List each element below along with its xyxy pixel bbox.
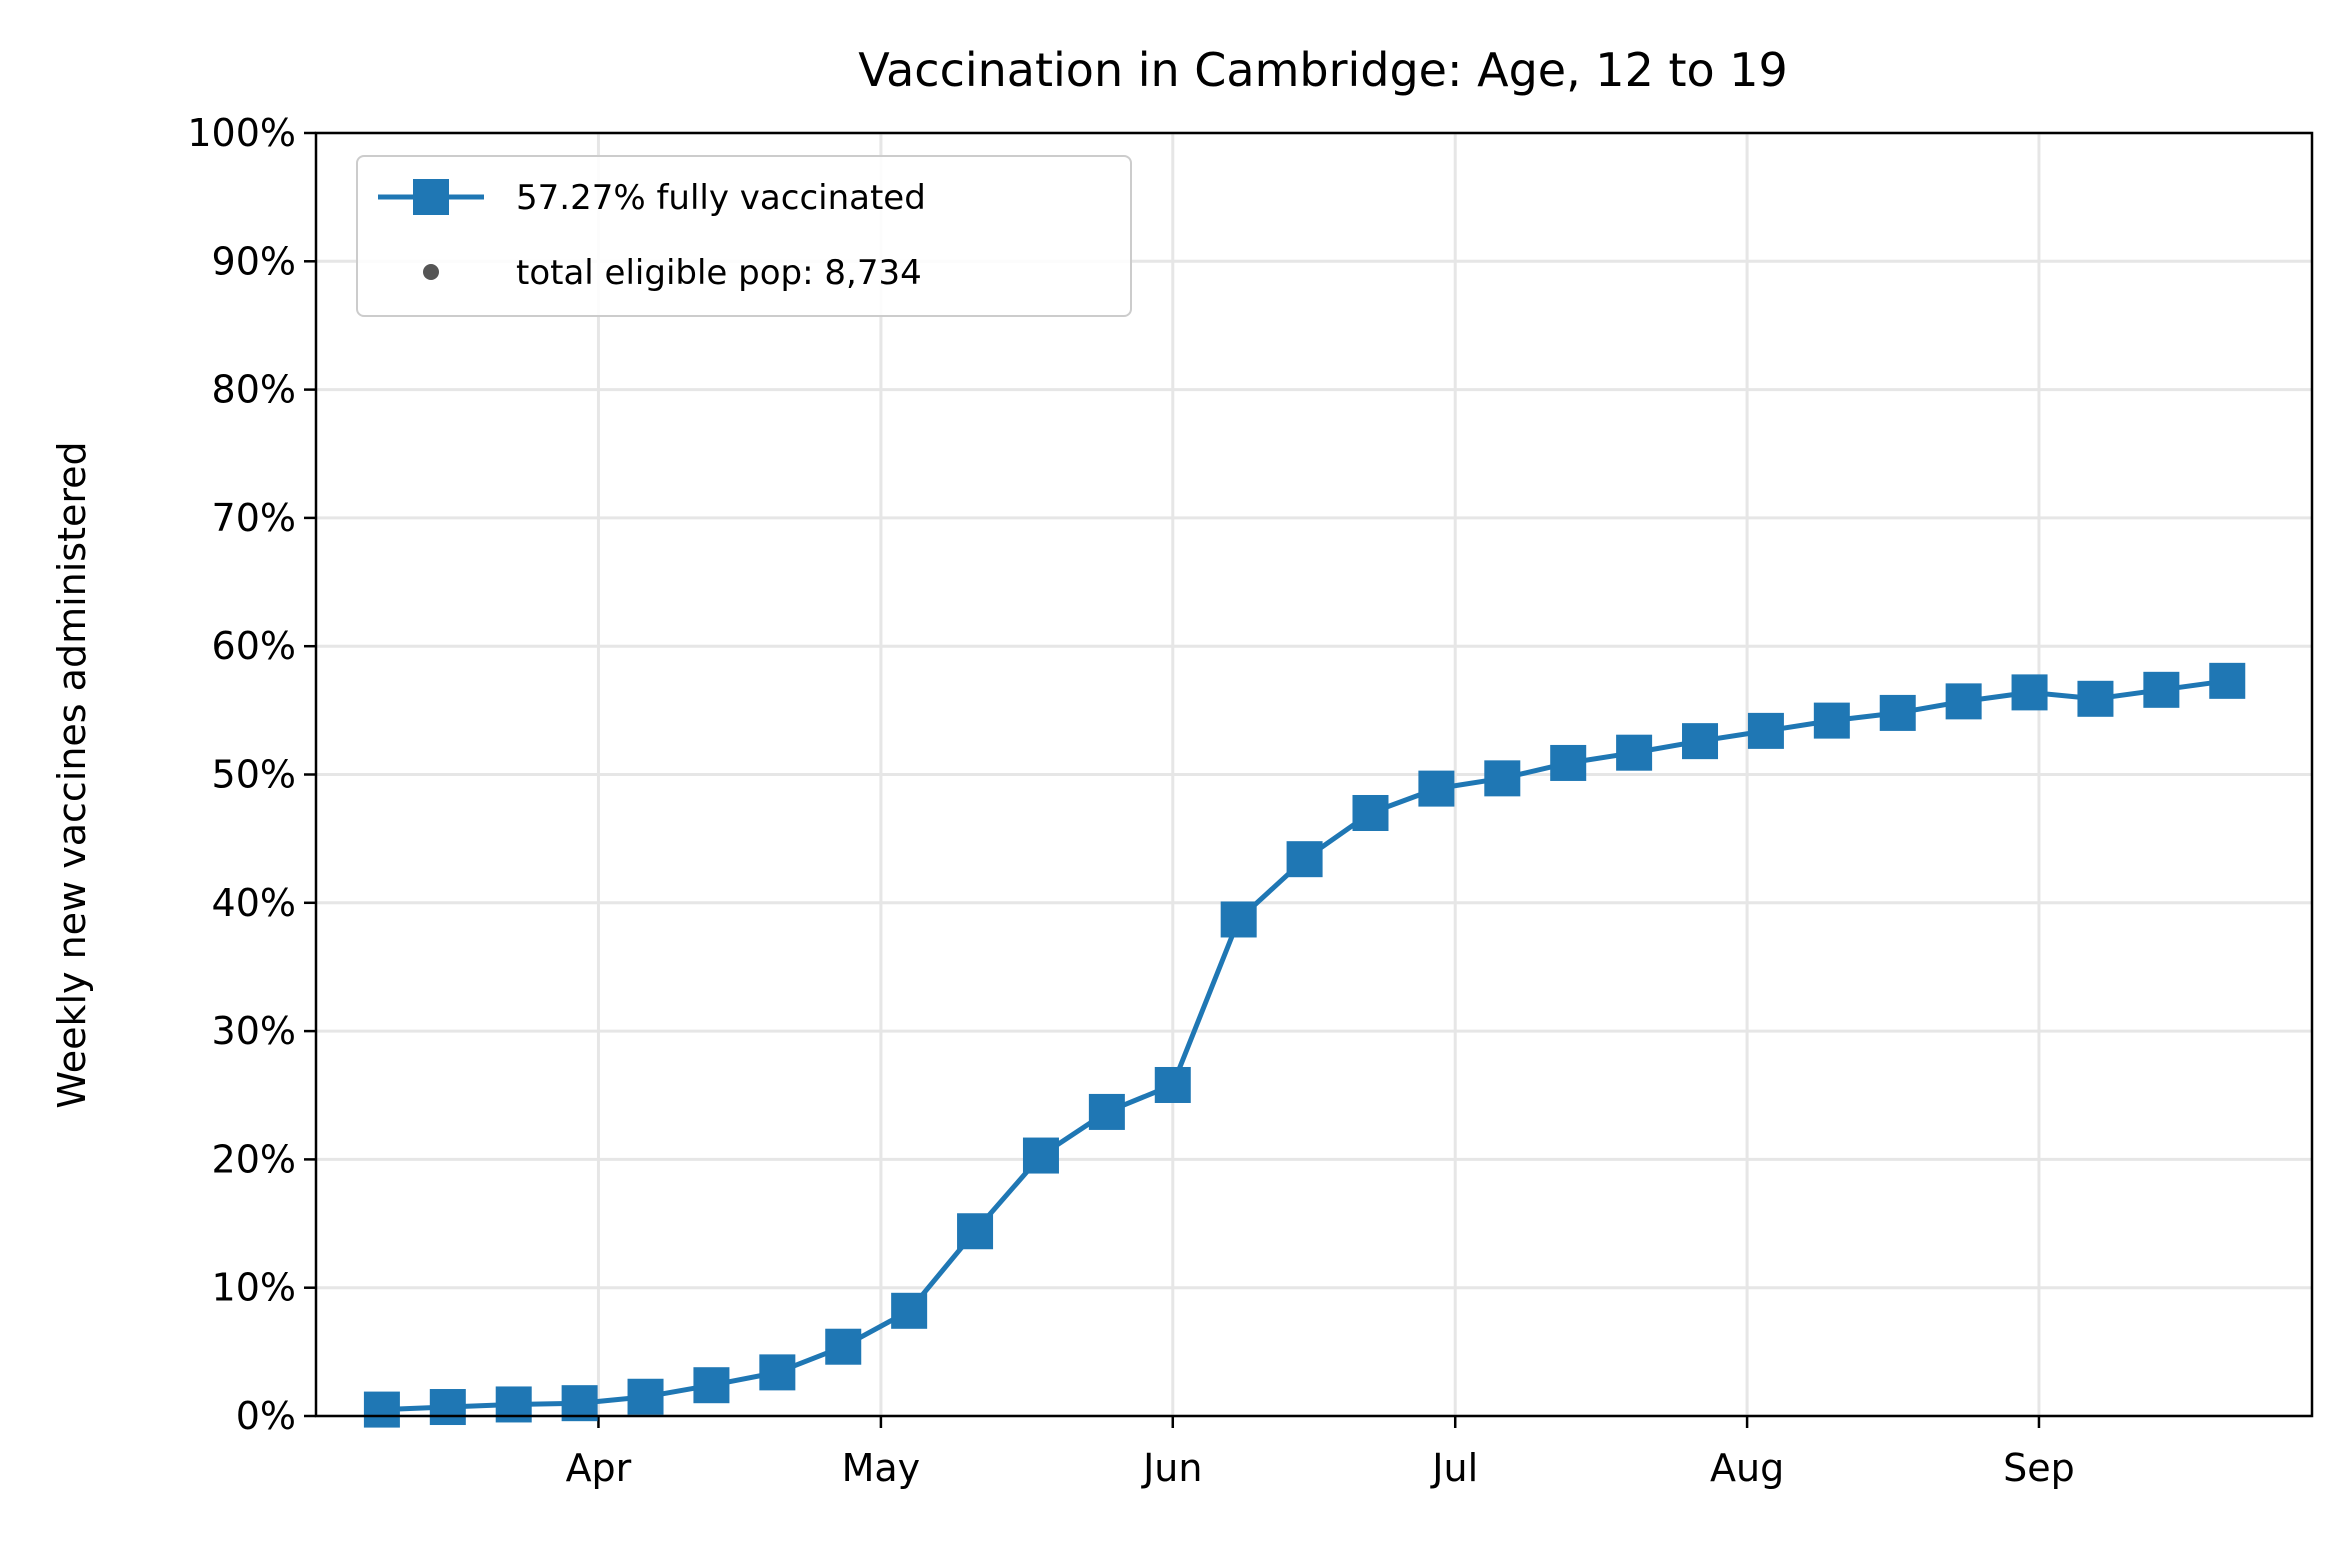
data-point bbox=[1550, 744, 1587, 781]
legend-dot-marker bbox=[423, 264, 439, 280]
data-point bbox=[1220, 901, 1257, 938]
legend-label: total eligible pop: 8,734 bbox=[516, 253, 922, 293]
y-tick-label: 90% bbox=[212, 239, 296, 283]
y-axis-ticks: 0% 10% 20% 30% 40% 50% 60% 70% 80% 90% 100% bbox=[187, 111, 316, 1438]
data-point bbox=[1747, 712, 1784, 749]
y-tick-label: 30% bbox=[212, 1009, 296, 1053]
data-point bbox=[363, 1391, 400, 1428]
data-point bbox=[627, 1378, 664, 1415]
y-axis-label: Weekly new vaccines administered bbox=[50, 441, 94, 1108]
data-point bbox=[429, 1389, 466, 1426]
data-point bbox=[1945, 683, 1982, 720]
data-point bbox=[891, 1292, 928, 1329]
data-point bbox=[1484, 760, 1521, 797]
data-point bbox=[2143, 671, 2180, 708]
y-tick-label: 70% bbox=[212, 496, 296, 540]
y-tick-label: 20% bbox=[212, 1137, 296, 1181]
data-point bbox=[759, 1354, 796, 1391]
data-series bbox=[363, 662, 2246, 1428]
data-point bbox=[1088, 1093, 1125, 1130]
x-tick-label: Apr bbox=[566, 1446, 632, 1490]
data-point bbox=[2209, 662, 2246, 699]
y-tick-label: 60% bbox=[212, 624, 296, 668]
legend-label: 57.27% fully vaccinated bbox=[516, 178, 926, 218]
data-point bbox=[825, 1328, 862, 1365]
y-tick-label: 0% bbox=[236, 1394, 296, 1438]
y-tick-label: 100% bbox=[187, 111, 296, 155]
data-point bbox=[1352, 794, 1389, 831]
data-point bbox=[957, 1213, 994, 1250]
data-point bbox=[1286, 841, 1323, 878]
plot-frame bbox=[314, 131, 2314, 1418]
data-point bbox=[2077, 680, 2114, 717]
x-tick-label: Aug bbox=[1710, 1446, 1784, 1490]
data-point bbox=[1418, 770, 1455, 807]
y-tick-label: 50% bbox=[212, 753, 296, 797]
x-tick-label: Jun bbox=[1141, 1446, 1202, 1490]
x-tick-label: Sep bbox=[2003, 1446, 2075, 1490]
data-point bbox=[1879, 694, 1916, 731]
legend: 57.27% fully vaccinated total eligible po… bbox=[356, 155, 1132, 317]
data-point bbox=[1154, 1066, 1191, 1103]
data-point bbox=[1682, 723, 1719, 760]
y-tick-label: 80% bbox=[212, 368, 296, 412]
x-axis-ticks: Apr May Jun Jul Aug Sep bbox=[566, 1416, 2075, 1490]
data-point bbox=[693, 1367, 730, 1404]
chart-title: Vaccination in Cambridge: Age, 12 to 19 bbox=[858, 43, 1788, 97]
x-tick-label: May bbox=[842, 1446, 921, 1490]
legend-square-marker bbox=[413, 179, 449, 215]
y-tick-label: 10% bbox=[212, 1266, 296, 1310]
data-point bbox=[1022, 1137, 1059, 1174]
data-point bbox=[1616, 734, 1653, 771]
y-tick-label: 40% bbox=[212, 881, 296, 925]
data-point bbox=[1813, 702, 1850, 739]
data-point bbox=[2011, 674, 2048, 711]
legend-box bbox=[356, 155, 1132, 317]
x-tick-label: Jul bbox=[1430, 1446, 1478, 1490]
